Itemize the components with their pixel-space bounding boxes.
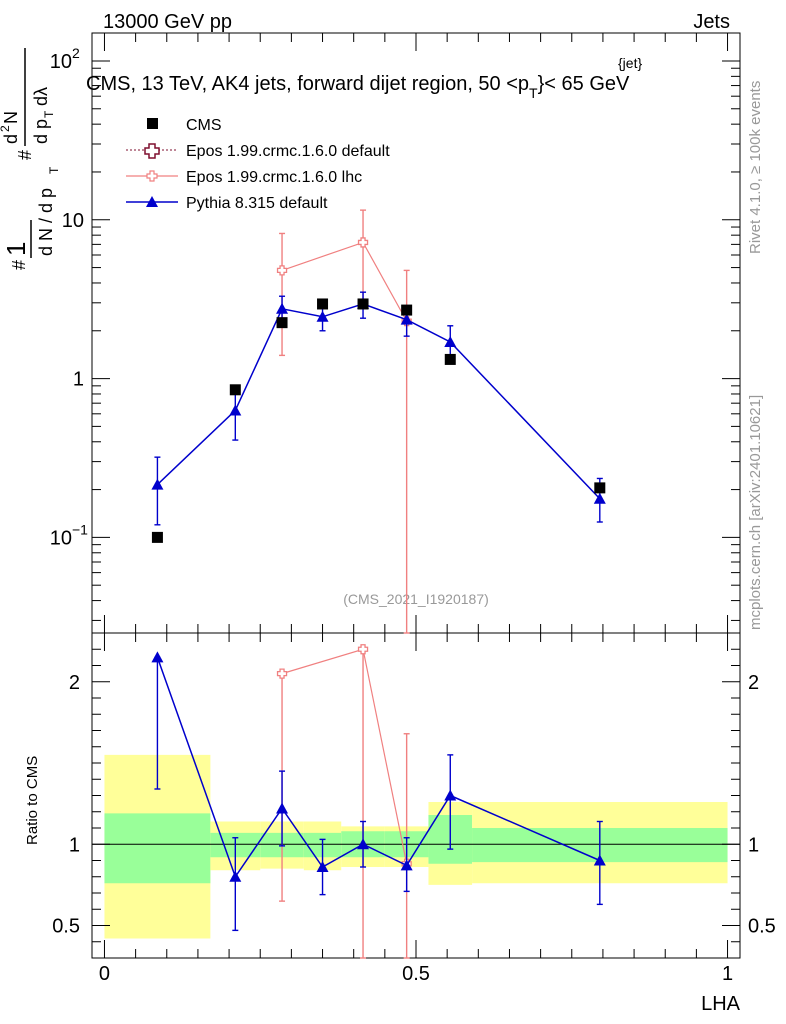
ratio-series-epos_lhc	[276, 644, 412, 959]
legend-entry-cms: CMS	[147, 117, 222, 134]
svg-text:#: #	[9, 260, 29, 270]
main-point-cms-5	[401, 304, 413, 316]
main-series-epos_lhc	[276, 209, 412, 634]
ratio-y-tick-label-right-1: 1	[748, 834, 759, 856]
main-point-cms-7	[594, 482, 606, 494]
analysis-watermark: (CMS_2021_I1920187)	[343, 591, 489, 607]
ratio-point-pythia-0	[151, 651, 164, 663]
legend-entry-pythia: Pythia 8.315 default	[126, 195, 328, 212]
ratio-y-tick-label-left-2: 2	[69, 672, 80, 694]
ratio-band-inner-0	[104, 813, 211, 884]
svg-text:d N / d p: d N / d p	[36, 188, 56, 256]
main-point-pythia-2	[276, 302, 289, 314]
ratio-axis-ticks: 0.5 0.5 1 1 2 2 0 0.5 1	[52, 633, 776, 985]
ratio-y-tick-label-left-1: 1	[69, 834, 80, 856]
mcplots-label: mcplots.cern.ch [arXiv:2401.10621]	[747, 395, 764, 630]
main-y-tick-label-2: 10	[62, 210, 84, 232]
ratio-point-pythia-1	[229, 870, 242, 882]
x-tick-label-1: 0.5	[402, 963, 430, 985]
ratio-point-epos_lhc-1	[357, 644, 369, 655]
main-point-epos_lhc-0	[276, 265, 288, 276]
rivet-version-label: Rivet 4.1.0, ≥ 100k events	[747, 81, 764, 254]
main-point-pythia-6	[444, 335, 457, 347]
ratio-series-layer	[151, 644, 606, 959]
plot-title-sub: T	[529, 85, 538, 101]
ratio-uncertainty-bands	[92, 754, 740, 939]
main-y-tick-exponent-0: −1	[72, 521, 88, 537]
main-y-axis-title: # 1 d N / d p T # d 2 N d p T dλ	[0, 48, 61, 270]
ratio-line-pythia	[156, 657, 601, 879]
main-line-pythia	[156, 303, 601, 500]
legend-label-pythia: Pythia 8.315 default	[186, 195, 328, 212]
main-point-pythia-7	[593, 492, 606, 504]
main-y-tick-exponent-3: 2	[72, 45, 80, 61]
legend-entry-epos-lhc: Epos 1.99.crmc.1.6.0 lhc	[126, 169, 362, 186]
plot-title-sup: {jet}	[618, 55, 642, 71]
energy-label: 13000 GeV pp	[103, 11, 232, 33]
main-point-cms-1	[229, 384, 241, 396]
main-y-tick-label-1: 1	[73, 369, 84, 391]
ratio-point-epos_lhc-0	[276, 668, 288, 679]
ratio-point-pythia-5	[400, 859, 413, 871]
svg-text:N: N	[1, 111, 21, 124]
ratio-y-tick-label-right-2: 2	[748, 672, 759, 694]
x-tick-label-0: 0	[99, 963, 110, 985]
legend-marker-pythia	[146, 196, 158, 207]
legend-label-epos-default: Epos 1.99.crmc.1.6.0 default	[186, 143, 390, 160]
main-point-cms-3	[317, 298, 329, 310]
legend-label-cms: CMS	[186, 117, 222, 134]
svg-text:#: #	[15, 150, 35, 160]
main-point-cms-0	[151, 531, 163, 543]
ratio-series-pythia	[151, 651, 606, 932]
main-series-layer	[151, 209, 606, 634]
legend-marker-epos-lhc	[146, 170, 158, 182]
svg-text:d: d	[1, 134, 21, 144]
category-label: Jets	[693, 11, 730, 33]
ratio-y-tick-label-right-0: 0.5	[748, 916, 776, 938]
main-point-epos_lhc-1	[357, 237, 369, 248]
main-y-tick-label-3: 10	[50, 51, 72, 73]
main-point-cms-6	[444, 353, 456, 365]
main-series-cms	[151, 298, 606, 543]
main-point-pythia-5	[400, 313, 413, 325]
ratio-point-pythia-6	[444, 789, 457, 801]
svg-text:1: 1	[1, 242, 31, 256]
main-point-cms-4	[357, 298, 369, 310]
ratio-point-pythia-3	[316, 861, 329, 872]
main-y-tick-label-0: 10	[50, 527, 72, 549]
legend-entry-epos-default: Epos 1.99.crmc.1.6.0 default	[126, 143, 390, 160]
plot-title-end: }< 65 GeV	[538, 73, 630, 95]
x-axis-title: LHA	[701, 993, 741, 1015]
main-series-pythia	[151, 291, 606, 526]
ratio-point-pythia-4	[357, 838, 370, 850]
ratio-y-tick-label-left-0: 0.5	[52, 916, 80, 938]
legend: CMS Epos 1.99.crmc.1.6.0 default Epos 1.…	[126, 117, 390, 212]
plot-title-main: CMS, 13 TeV, AK4 jets, forward dijet reg…	[86, 73, 529, 95]
svg-text:dλ: dλ	[31, 87, 51, 106]
plot-title: CMS, 13 TeV, AK4 jets, forward dijet reg…	[86, 73, 630, 101]
main-point-pythia-0	[151, 478, 164, 490]
legend-label-epos-lhc: Epos 1.99.crmc.1.6.0 lhc	[186, 169, 362, 186]
legend-marker-epos-default	[144, 143, 160, 159]
x-tick-label-2: 1	[722, 963, 733, 985]
svg-text:d p: d p	[31, 119, 51, 144]
main-point-pythia-1	[229, 404, 242, 416]
ratio-point-pythia-7	[593, 854, 606, 866]
main-point-cms-2	[276, 317, 288, 329]
ratio-y-axis-title: Ratio to CMS	[24, 756, 41, 845]
legend-marker-cms	[147, 118, 158, 129]
svg-text:T: T	[42, 110, 56, 118]
main-point-pythia-3	[316, 310, 329, 322]
svg-text:2: 2	[0, 125, 12, 132]
ratio-point-pythia-2	[276, 802, 289, 814]
svg-text:T: T	[47, 166, 61, 174]
